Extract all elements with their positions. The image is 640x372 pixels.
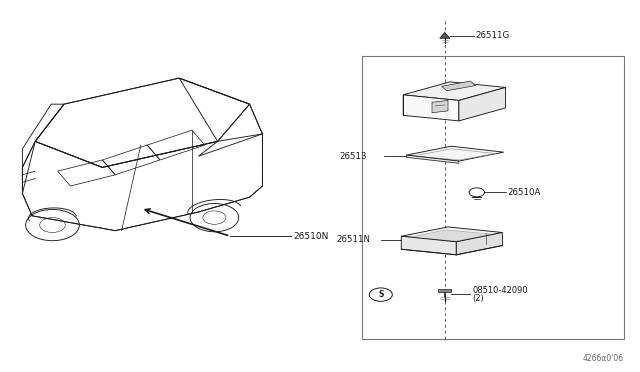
Bar: [362, 56, 624, 339]
Polygon shape: [442, 81, 476, 91]
Text: 26511G: 26511G: [476, 31, 510, 40]
Polygon shape: [440, 32, 450, 38]
Polygon shape: [432, 100, 448, 113]
Polygon shape: [406, 146, 504, 161]
Text: 26511N: 26511N: [336, 235, 370, 244]
Text: 26510N: 26510N: [293, 232, 328, 241]
Text: S: S: [378, 290, 383, 299]
Polygon shape: [401, 236, 456, 255]
Polygon shape: [403, 82, 506, 100]
Polygon shape: [406, 155, 459, 163]
Polygon shape: [401, 227, 502, 242]
Text: 26513: 26513: [339, 152, 367, 161]
Polygon shape: [410, 230, 493, 241]
Polygon shape: [403, 95, 459, 121]
Text: 4266α0'06: 4266α0'06: [583, 354, 624, 363]
Polygon shape: [459, 87, 506, 121]
Polygon shape: [456, 232, 502, 255]
Text: 26510A: 26510A: [508, 188, 541, 197]
Polygon shape: [438, 289, 451, 292]
Text: (2): (2): [472, 294, 484, 303]
Text: 08510-42090: 08510-42090: [472, 286, 528, 295]
